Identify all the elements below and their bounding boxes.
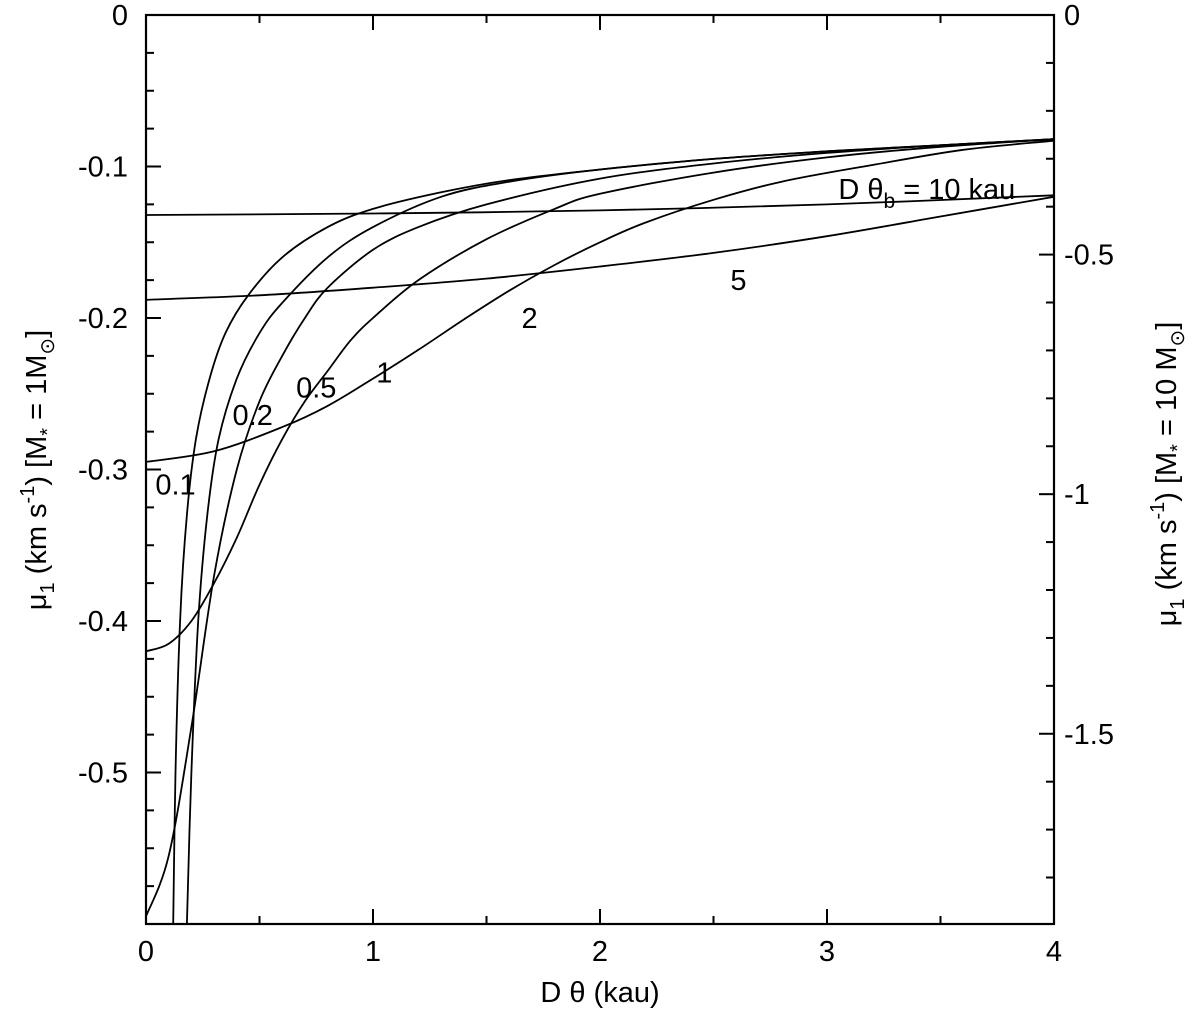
x-tick-label: 3	[819, 936, 835, 968]
x-tick-label: 1	[365, 936, 381, 968]
y-tick-label-right: -0.5	[1064, 240, 1114, 272]
plot-frame	[144, 13, 1056, 926]
series-line-0	[172, 138, 1054, 924]
ticks-group	[145, 14, 1055, 925]
series-line-5	[146, 195, 1054, 301]
x-tick-label: 4	[1046, 936, 1062, 968]
y-tick-label-left: 0	[112, 0, 128, 32]
x-axis-title: D θ (kau)	[540, 977, 659, 1009]
curves-group	[146, 138, 1054, 924]
y-tick-label-left: -0.1	[78, 152, 128, 184]
curve-label: 5	[730, 265, 746, 297]
series-line-4	[146, 139, 1054, 463]
curve-label: 2	[522, 303, 538, 335]
curve-label: 0.1	[155, 470, 195, 502]
curve-label-10kau: D θb = 10 kau	[838, 174, 1015, 213]
series-line-6	[146, 194, 1054, 216]
series-line-3	[146, 138, 1054, 653]
curve-label: 0.2	[233, 400, 273, 432]
curve-labels-group: 0.1 0.2 0.5 1 2 5	[155, 265, 746, 502]
series-line-2	[146, 138, 1054, 917]
y-tick-label-left: -0.3	[78, 455, 128, 487]
y-tick-label-left: -0.4	[78, 606, 128, 638]
y-axis-title-left: μ1 (km s-1) [M* = 1M⊙]	[17, 330, 59, 610]
y-tick-label-right: -1.5	[1064, 719, 1114, 751]
series-line-1	[186, 138, 1054, 924]
curve-label: 0.5	[296, 373, 336, 405]
y-tick-label-left: -0.2	[78, 303, 128, 335]
x-tick-label: 2	[592, 936, 608, 968]
x-tick-label: 0	[138, 936, 154, 968]
curve-label: 1	[376, 358, 392, 390]
y-tick-label-right: -1	[1064, 479, 1090, 511]
tick-labels-group: 0 1 2 3 4 0 -0.1 -0.2 -0.3 -0.4 -0.5 0 -0.5 -1 -1.5	[78, 0, 1114, 968]
y-tick-label-left: -0.5	[78, 758, 128, 790]
y-axis-title-right: μ1 (km s-1) [M* = 10 M⊙]	[1147, 322, 1189, 627]
y-tick-label-right: 0	[1064, 0, 1080, 32]
